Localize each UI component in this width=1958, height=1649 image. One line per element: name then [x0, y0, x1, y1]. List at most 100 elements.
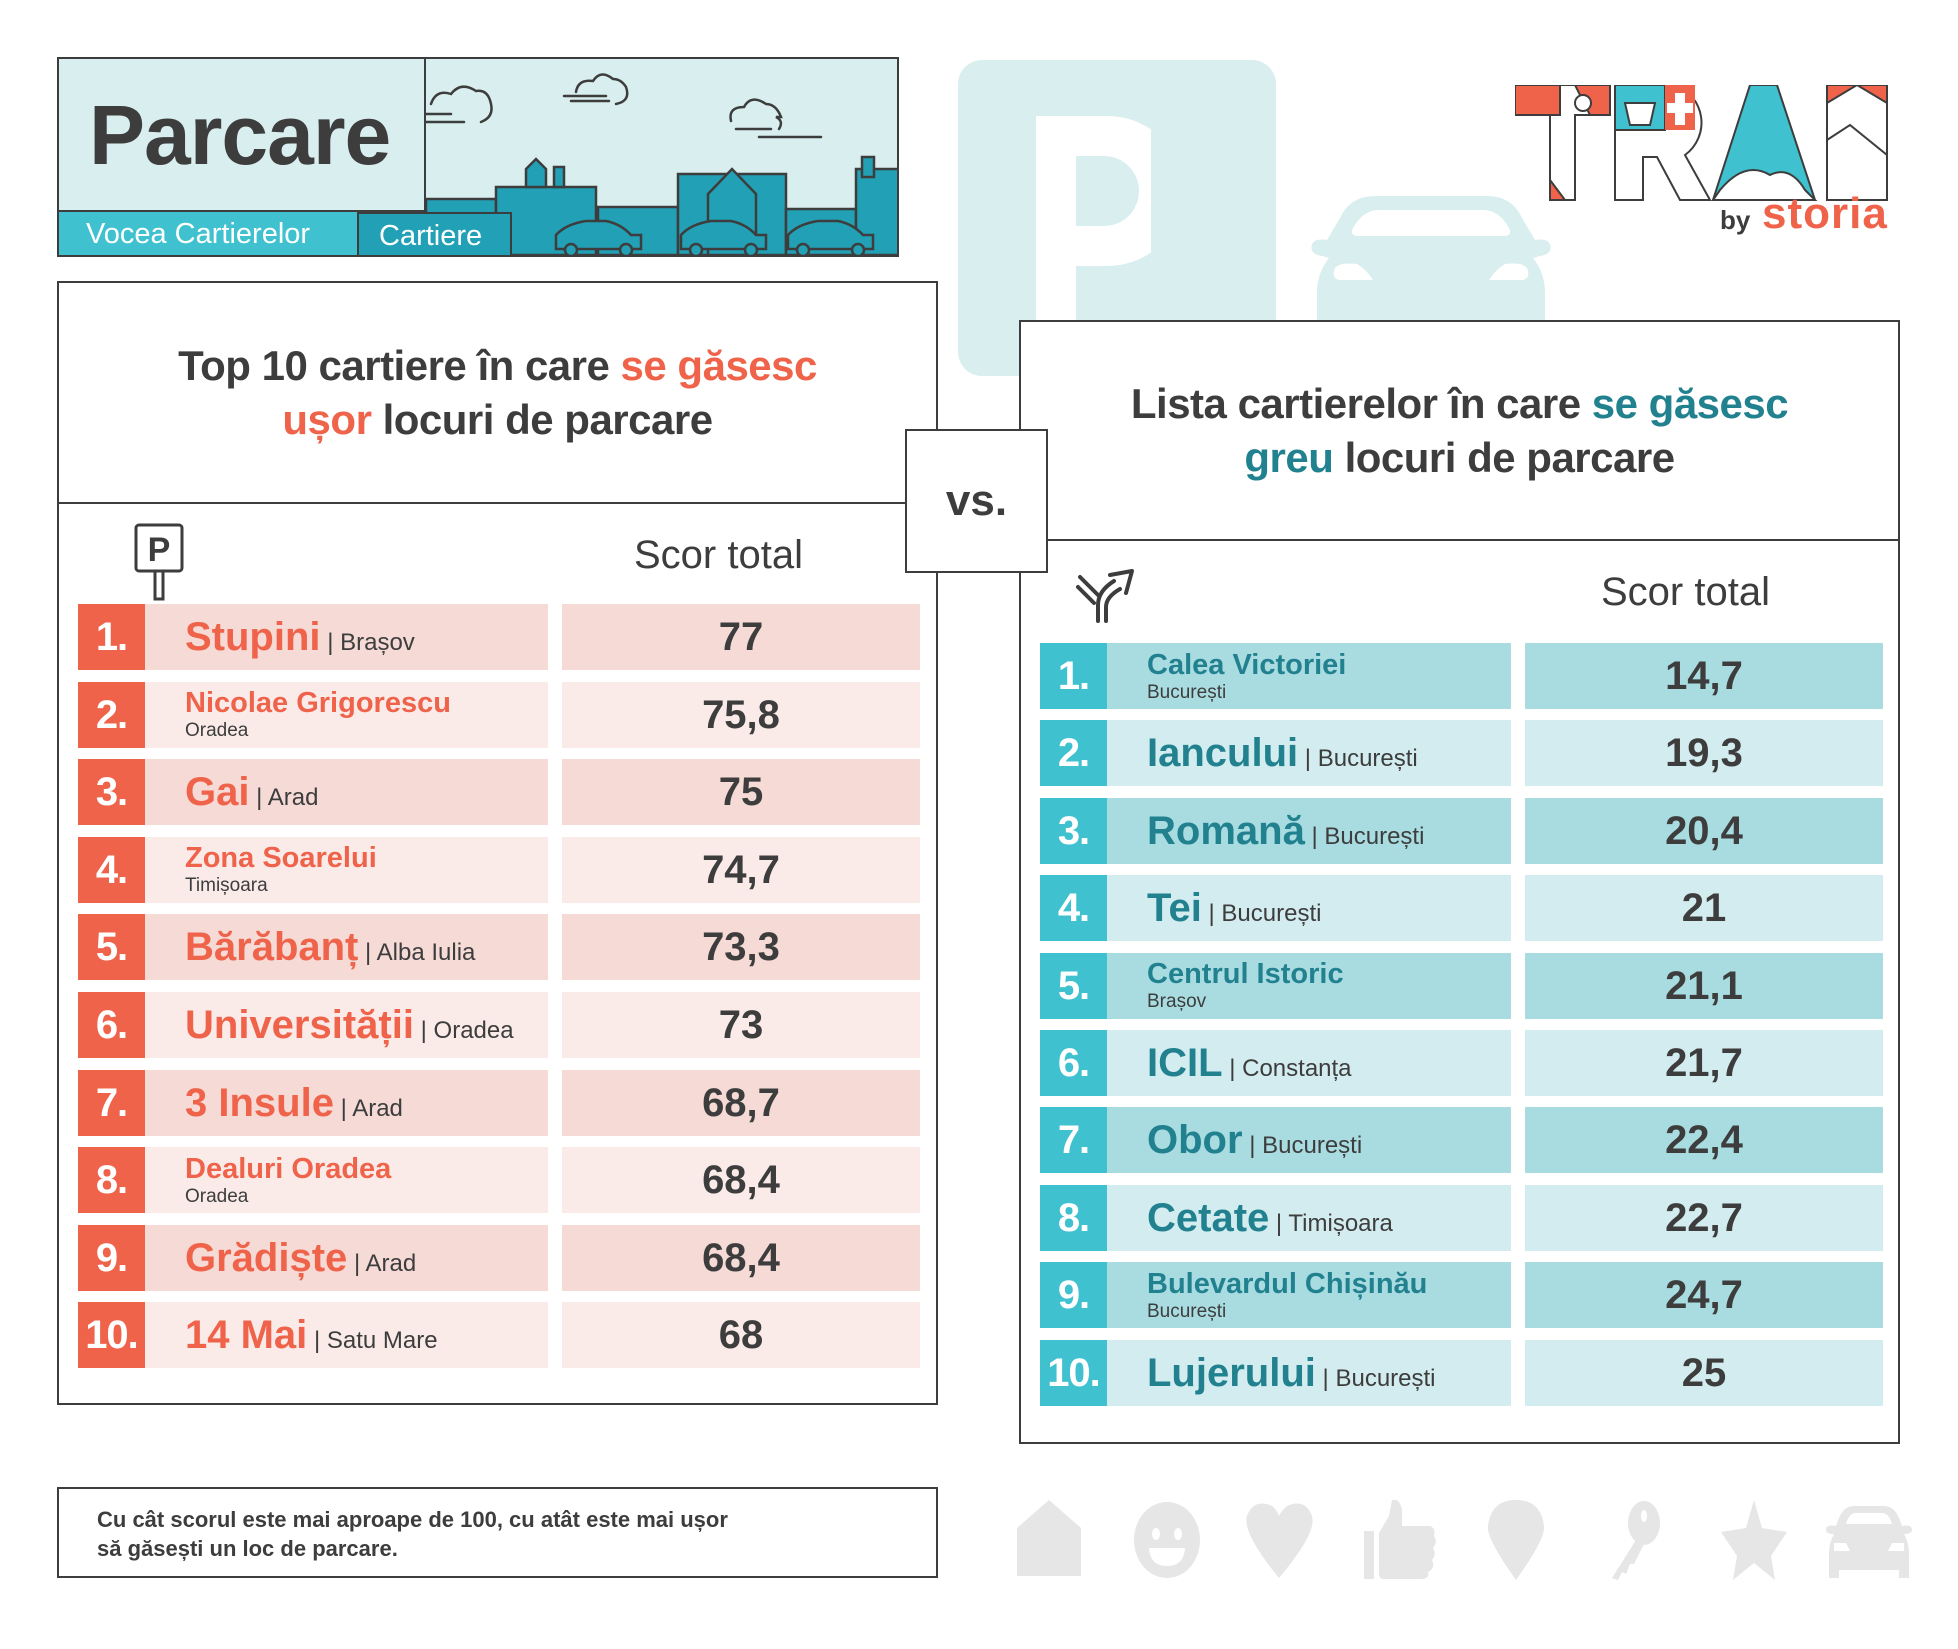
logo-by-text: by [1720, 205, 1751, 235]
panel-header: Lista cartierelor în care se găsesc greu… [1021, 322, 1898, 541]
score-value: 77 [562, 604, 920, 670]
heart-icon [1246, 1503, 1313, 1578]
footnote: Cu cât scorul este mai aproape de 100, c… [57, 1487, 938, 1578]
table-row: 3. Romană | București 20,4 [1040, 797, 1885, 864]
neighborhood-name: Grădiște [185, 1235, 348, 1280]
neighborhood-name: Cetate [1147, 1195, 1270, 1240]
city-name: Arad [365, 1249, 417, 1277]
neighborhood-name: Gai [185, 770, 250, 815]
neighborhood-line: Lujerului | București [1147, 1353, 1511, 1393]
neighborhood-name: Lujerului [1147, 1350, 1316, 1395]
score-column-header: Scor total [634, 533, 803, 577]
rank-badge: 8. [1040, 1184, 1107, 1251]
city-name: București [1262, 1132, 1363, 1160]
neighborhood-line: 14 Mai | Satu Mare [185, 1315, 548, 1355]
city-name: București [1147, 1300, 1227, 1322]
score-value: 68,4 [562, 1147, 920, 1214]
separator: | [1242, 1132, 1263, 1160]
neighborhood-name: ICIL [1147, 1041, 1223, 1085]
city-name: Arad [267, 784, 319, 812]
neighborhood-line: Gai | Arad [185, 772, 548, 812]
city-name: Constanța [1242, 1055, 1352, 1082]
score-value: 20,4 [1525, 797, 1883, 864]
score-value: 74,7 [562, 836, 920, 903]
table-row: 9. Bulevardul Chișinău București 24,7 [1040, 1262, 1885, 1329]
rank-badge: 4. [1040, 875, 1107, 942]
score-value: 73,3 [562, 914, 920, 981]
tab-cartiere[interactable]: Cartiere [359, 212, 512, 255]
tab-vocea-cartierelor[interactable]: Vocea Cartierelor [59, 212, 359, 255]
score-value: 24,7 [1525, 1262, 1883, 1329]
table-row: 9. Grădiște | Arad 68,4 [78, 1224, 923, 1291]
rank-badge: 1. [1040, 643, 1107, 709]
city-name: Oradea [185, 1185, 249, 1207]
rank-badge: 3. [1040, 797, 1107, 864]
neighborhood-cell: 3 Insule | Arad [145, 1069, 548, 1136]
car-icon [786, 219, 875, 251]
score-value: 22,4 [1525, 1107, 1883, 1174]
separator: | [1315, 1364, 1336, 1392]
key-icon [1612, 1501, 1660, 1580]
cloud-icon [429, 85, 493, 124]
table-row: 2. Iancului | București 19,3 [1040, 720, 1885, 787]
city-name: Alba Iulia [376, 939, 476, 967]
neighborhood-cell: Zona Soarelui Timișoara [145, 836, 548, 903]
separator: | [347, 1249, 366, 1277]
rank-badge: 9. [1040, 1262, 1107, 1329]
car-icon [554, 219, 643, 251]
neighborhood-cell: Iancului | București [1107, 720, 1511, 787]
car-icon [1826, 1506, 1912, 1578]
neighborhood-name: Tei [1147, 886, 1202, 931]
footnote-line-1: Cu cât scorul este mai aproape de 100, c… [97, 1507, 728, 1532]
table-row: 3. Gai | Arad 75 [78, 759, 923, 826]
table-row: 1. Stupini | Brașov 77 [78, 604, 923, 670]
city-name: Arad [352, 1094, 403, 1122]
separator: | [413, 1017, 434, 1044]
location-pin-icon [1487, 1500, 1545, 1580]
rank-badge: 6. [1040, 1030, 1107, 1096]
bottom-icon-row [1014, 1498, 1914, 1583]
table-row: 5. Centrul Istoric Brașov 21,1 [1040, 952, 1885, 1019]
table-row: 5. Bărăbanț | Alba Iulia 73,3 [78, 914, 923, 981]
road-branch-icon [1076, 569, 1134, 623]
easy-parking-panel: Top 10 cartiere în care se găsesc ușor l… [57, 281, 938, 1405]
score-value: 22,7 [1525, 1184, 1883, 1251]
neighborhood-line: Obor | București [1147, 1120, 1511, 1160]
separator: | [307, 1327, 327, 1355]
neighborhood-line: Tei | București [1147, 888, 1511, 928]
city-name: București [1221, 900, 1322, 928]
table-row: 4. Zona Soarelui Timișoara 74,7 [78, 836, 923, 903]
neighborhood-name: Romană [1147, 808, 1305, 853]
neighborhood-line: Grădiște | Arad [185, 1238, 548, 1278]
city-name: Timișoara [185, 875, 268, 897]
neighborhood-line: Iancului | București [1147, 733, 1511, 773]
background-car-icon [1311, 196, 1551, 323]
table-row: 7. Obor | București 22,4 [1040, 1107, 1885, 1174]
neighborhood-cell: Stupini | Brașov [145, 604, 548, 670]
neighborhood-cell: Grădiște | Arad [145, 1224, 548, 1291]
table-row: 10. 14 Mai | Satu Mare 68 [78, 1302, 923, 1369]
rank-badge: 7. [78, 1069, 145, 1136]
car-icon [679, 219, 768, 251]
table-row: 10. Lujerului | București 25 [1040, 1339, 1885, 1406]
panel-title: Top 10 cartiere în care se găsesc ușor l… [178, 341, 817, 443]
neighborhood-name: 3 Insule [185, 1080, 334, 1125]
neighborhood-line: ICIL | Constanța [1147, 1043, 1511, 1083]
neighborhood-cell: Bărăbanț | Alba Iulia [145, 914, 548, 981]
separator: | [1222, 1055, 1243, 1082]
footnote-line-2: să găsești un loc de parcare. [97, 1536, 398, 1561]
banner-title-panel: Parcare [59, 59, 426, 212]
score-value: 68,4 [562, 1224, 920, 1291]
rank-badge: 7. [1040, 1107, 1107, 1174]
neighborhood-cell: ICIL | Constanța [1107, 1030, 1511, 1096]
hard-parking-panel: Lista cartierelor în care se găsesc greu… [1019, 320, 1900, 1444]
neighborhood-cell: Romană | București [1107, 797, 1511, 864]
neighborhood-name: Bulevardul Chișinău [1147, 1267, 1428, 1300]
rank-badge: 2. [78, 681, 145, 748]
table-row: 8. Cetate | Timișoara 22,7 [1040, 1184, 1885, 1251]
neighborhood-cell: Calea Victoriei București [1107, 643, 1511, 709]
neighborhood-cell: Centrul Istoric Brașov [1107, 952, 1511, 1019]
table-row: 1. Calea Victoriei București 14,7 [1040, 643, 1885, 709]
neighborhood-cell: Tei | București [1107, 875, 1511, 942]
neighborhood-cell: Gai | Arad [145, 759, 548, 826]
